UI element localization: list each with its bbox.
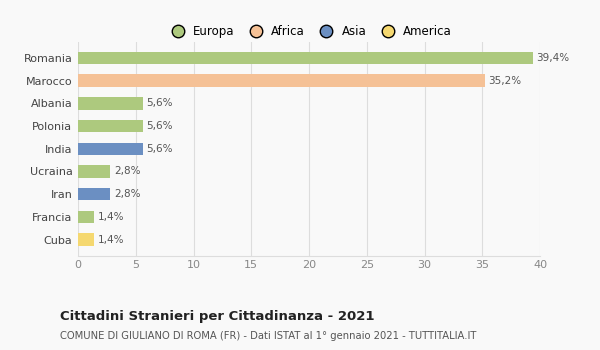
Bar: [78, 165, 110, 178]
Text: 2,8%: 2,8%: [114, 189, 140, 199]
Text: 5,6%: 5,6%: [146, 121, 173, 131]
Bar: [78, 188, 110, 201]
Text: 1,4%: 1,4%: [98, 212, 124, 222]
Bar: [78, 142, 143, 155]
Text: 5,6%: 5,6%: [146, 98, 173, 108]
Text: 2,8%: 2,8%: [114, 167, 140, 176]
Text: COMUNE DI GIULIANO DI ROMA (FR) - Dati ISTAT al 1° gennaio 2021 - TUTTITALIA.IT: COMUNE DI GIULIANO DI ROMA (FR) - Dati I…: [60, 331, 476, 341]
Bar: [78, 211, 94, 223]
Bar: [78, 233, 94, 246]
Text: 5,6%: 5,6%: [146, 144, 173, 154]
Text: 1,4%: 1,4%: [98, 234, 124, 245]
Text: 35,2%: 35,2%: [488, 76, 521, 86]
Bar: [78, 97, 143, 110]
Text: 39,4%: 39,4%: [536, 53, 569, 63]
Bar: [78, 52, 533, 64]
Bar: [78, 120, 143, 132]
Legend: Europa, Africa, Asia, America: Europa, Africa, Asia, America: [161, 20, 457, 43]
Bar: [78, 75, 485, 87]
Text: Cittadini Stranieri per Cittadinanza - 2021: Cittadini Stranieri per Cittadinanza - 2…: [60, 310, 374, 323]
